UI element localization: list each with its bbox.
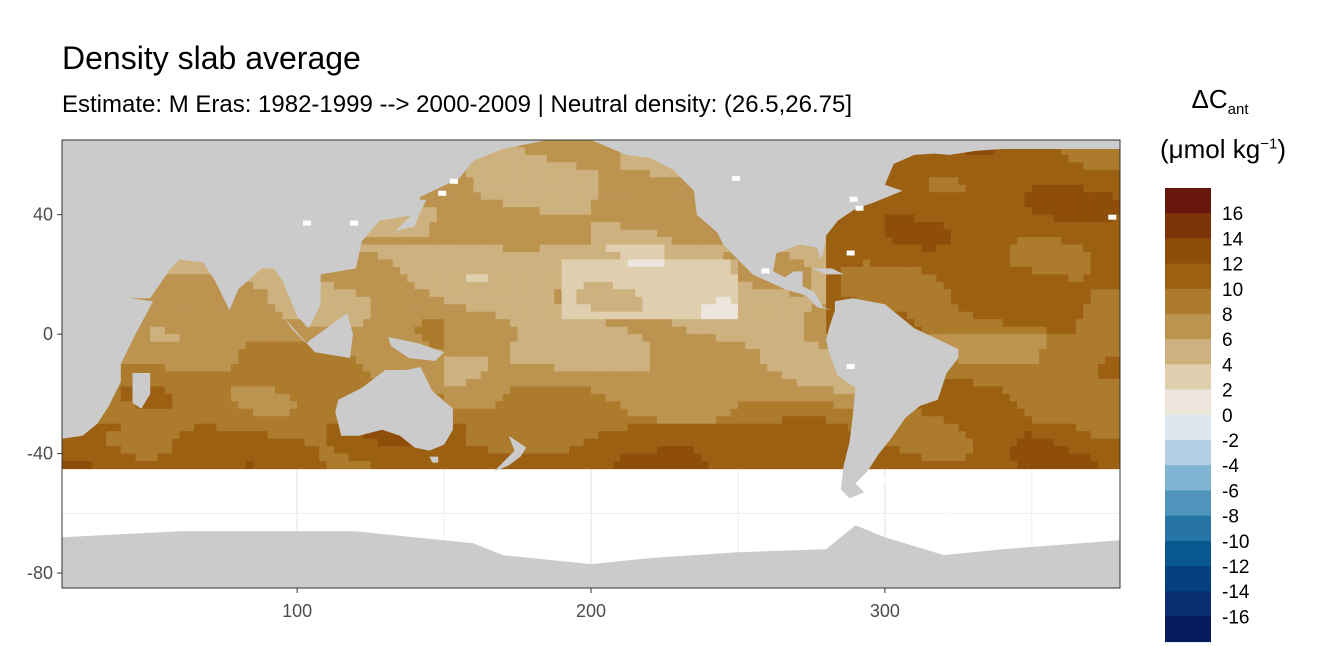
legend-swatch (1165, 440, 1211, 466)
legend-label: 12 (1222, 255, 1243, 276)
madagascar-landmass (132, 373, 151, 409)
no-data-cell (438, 190, 447, 196)
y-tick-label: 0 (43, 324, 53, 344)
cuba-landmass (811, 268, 844, 275)
japan-landmass (385, 199, 427, 236)
legend-label: 8 (1222, 305, 1233, 326)
x-tick-label: 300 (870, 601, 900, 621)
legend-swatch (1165, 213, 1211, 239)
no-data-cell (449, 178, 458, 184)
australia-landmass (335, 367, 453, 451)
legend-swatch (1165, 465, 1211, 491)
legend-swatch (1165, 616, 1211, 643)
no-data-cell (1108, 214, 1117, 220)
no-data-cell (761, 268, 770, 274)
legend-swatch (1165, 414, 1211, 441)
legend-label: 0 (1222, 406, 1233, 427)
no-data-cell (732, 175, 741, 181)
new-zealand-landmass (494, 435, 527, 472)
legend-label: -2 (1222, 431, 1239, 452)
legend-swatch (1165, 515, 1211, 542)
legend-label: -8 (1222, 507, 1239, 528)
no-data-cell (302, 220, 311, 226)
no-data-cell (879, 477, 888, 483)
no-data-cell (846, 364, 855, 369)
no-data-cell (849, 196, 858, 202)
north-america-landmass (591, 140, 1120, 311)
legend-label: -14 (1222, 582, 1250, 603)
plot-subtitle: Estimate: M Eras: 1982-1999 --> 2000-200… (62, 91, 853, 118)
color-legend: 16 14 12 10 8 6 4 2 0 -2 -4 -6 -8 -10 -12 -14 -16 (1165, 188, 1250, 643)
legend-swatch (1165, 288, 1211, 315)
legend-swatch (1165, 364, 1211, 391)
legend-unit: (μmol kg−1) (1160, 134, 1286, 164)
legend-label: -6 (1222, 481, 1239, 502)
x-tick-label: 100 (282, 601, 312, 621)
no-data-cell (350, 220, 359, 226)
legend-swatch (1165, 188, 1211, 214)
legend-label: -10 (1222, 532, 1249, 553)
eurasia-landmass (62, 140, 591, 329)
legend-swatch (1165, 339, 1211, 365)
no-data-cell (1034, 477, 1043, 483)
y-tick-label: -80 (27, 563, 53, 583)
borneo-sumatra-landmass (285, 313, 353, 358)
no-data-cell (846, 250, 855, 256)
legend-swatch (1165, 540, 1211, 567)
legend-label: -4 (1222, 456, 1239, 477)
south-america-landmass (826, 298, 959, 499)
legend-swatch (1165, 263, 1211, 290)
greenland-landmass (884, 140, 1003, 155)
legend-swatch (1165, 490, 1211, 517)
antarctica-landmass (62, 525, 1120, 588)
legend-label: 6 (1222, 330, 1233, 351)
africa-landmass (62, 235, 154, 439)
legend-swatch (1165, 238, 1211, 265)
legend-label: 10 (1222, 280, 1243, 301)
legend-swatch (1165, 314, 1211, 340)
legend-label: 2 (1222, 381, 1233, 402)
legend-swatch (1165, 591, 1211, 617)
plot-title: Density slab average (62, 40, 361, 76)
legend-label: 16 (1222, 204, 1243, 225)
no-data-cell (949, 474, 958, 480)
x-tick-label: 200 (576, 601, 606, 621)
y-tick-label: -40 (27, 444, 53, 464)
legend-title: ΔCant (1191, 84, 1249, 119)
map-panel (62, 140, 1120, 588)
legend-label: -12 (1222, 557, 1249, 578)
tasmania-landmass (429, 456, 439, 463)
legend-label: 4 (1222, 355, 1233, 376)
legend-label: -16 (1222, 607, 1249, 628)
legend-swatch (1165, 389, 1211, 416)
y-tick-label: 40 (33, 205, 53, 225)
no-data-cell (943, 513, 952, 519)
land-masses (62, 140, 1120, 588)
no-data-cell (855, 205, 864, 211)
new-guinea-landmass (388, 337, 445, 361)
legend-swatch (1165, 566, 1211, 592)
legend-label: 14 (1222, 229, 1244, 250)
